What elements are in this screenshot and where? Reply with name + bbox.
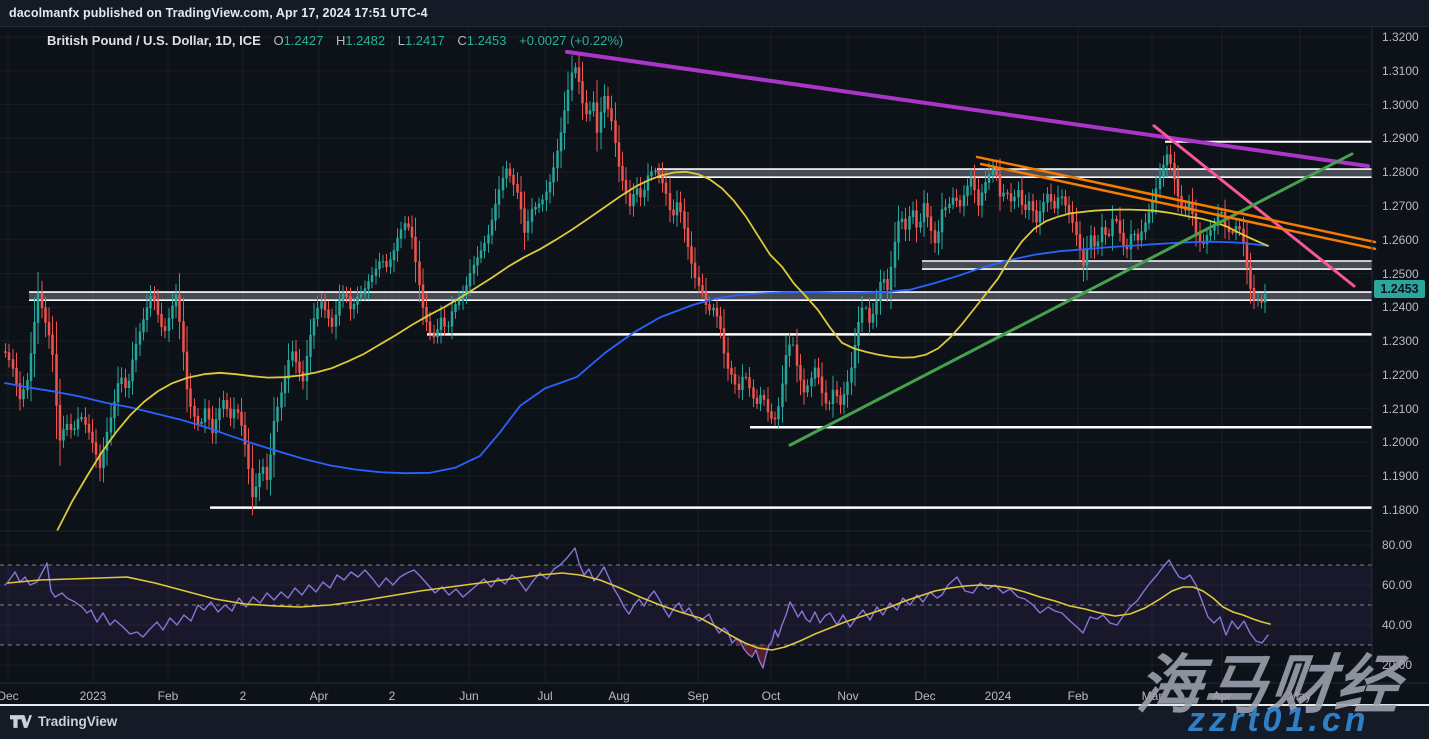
change-value: +0.0027 (+0.22%) [519, 33, 624, 48]
time-tick-label: Jun [459, 689, 479, 703]
time-tick-label: Dec [0, 689, 19, 703]
high-label: H [335, 33, 346, 48]
zone-1.2525[interactable] [922, 260, 1372, 270]
orange-downtrend-upper[interactable] [975, 155, 1377, 244]
open-value: 1.2427 [283, 33, 324, 48]
watermark-url: zzrt01.cn [1188, 701, 1370, 739]
zone-1.2800[interactable] [657, 169, 1372, 178]
price-tick-label: 1.1800 [1382, 503, 1419, 517]
price-tick-label: 1.2200 [1382, 367, 1419, 382]
price-tick-label: 1.2700 [1382, 198, 1419, 213]
price-tick-label: 1.3000 [1382, 97, 1419, 112]
price-tick-label: 1.2600 [1382, 232, 1419, 247]
publisher-bar: dacolmanfx published on TradingView.com,… [0, 0, 1429, 27]
price-tick-label: 1.2300 [1382, 334, 1419, 349]
price-tick-label: 1.2100 [1382, 401, 1419, 416]
rsi-oversold-fill [736, 639, 773, 668]
low-value: 1.2417 [404, 33, 445, 48]
open-label: O [273, 33, 284, 48]
time-tick-label: Apr [309, 689, 329, 703]
close-value: 1.2453 [466, 33, 507, 48]
time-tick-label: May [1288, 689, 1312, 703]
green-uptrend[interactable] [788, 152, 1354, 447]
zone-1.2435[interactable] [29, 292, 1372, 301]
time-tick-label: Nov [837, 689, 859, 703]
symbol-title: British Pound / U.S. Dollar, 1D, ICE [47, 33, 261, 48]
price-tick-label: 1.2400 [1382, 300, 1419, 315]
time-tick-label: Oct [761, 689, 781, 703]
rsi-tick-label: 60.00 [1382, 578, 1413, 592]
orange-downtrend-lower[interactable] [979, 162, 1377, 251]
close-label: C [457, 33, 467, 48]
rsi-tick-label: 80.00 [1382, 538, 1413, 552]
time-tick-label: Feb [1067, 689, 1089, 703]
time-tick-label: Jul [537, 689, 553, 703]
price-tick-label: 1.2800 [1382, 165, 1419, 180]
time-tick-label: Dec [914, 689, 936, 703]
time-tick-label: 2023 [79, 689, 107, 703]
publisher-title: dacolmanfx published on TradingView.com,… [9, 6, 428, 20]
purple-major-downtrend[interactable] [565, 49, 1370, 169]
time-tick-label: Mar [1141, 689, 1163, 703]
time-tick-label: Sep [687, 689, 709, 703]
price-tick-label: 1.2900 [1382, 131, 1419, 146]
footer-separator [0, 704, 1429, 706]
price-tick-label: 1.2000 [1382, 435, 1419, 450]
rsi-tick-label: 40.00 [1382, 618, 1413, 632]
candle-bodies-down [4, 67, 1263, 498]
time-tick-label: 2024 [984, 689, 1012, 703]
low-label: L [397, 33, 405, 48]
rsi-tick-label: 20.00 [1382, 658, 1413, 672]
tradingview-brand[interactable]: TradingView [10, 714, 117, 729]
rsi-line[interactable] [4, 547, 1269, 669]
time-tick-label: Feb [157, 689, 179, 703]
time-tick-label: 2 [388, 689, 396, 703]
chart-legend[interactable]: British Pound / U.S. Dollar, 1D, ICE O1.… [47, 33, 623, 48]
high-value: 1.2482 [345, 33, 386, 48]
tradingview-logo-icon [10, 715, 32, 728]
candle-bodies-up [22, 67, 1267, 498]
rsi-smoothing-ma[interactable] [7, 572, 1271, 651]
price-tick-label: 1.2500 [1382, 266, 1419, 281]
current-price-label: 1.2453 [1374, 280, 1425, 299]
time-tick-label: Aug [608, 689, 630, 703]
rsi-band [0, 565, 1372, 645]
price-tick-label: 1.3100 [1382, 63, 1419, 78]
time-tick-label: Apr [1212, 689, 1232, 703]
blue-moving-average[interactable] [4, 240, 1269, 475]
tradingview-brand-text: TradingView [38, 714, 118, 729]
time-tick-label: 2 [239, 689, 247, 703]
footer-bar: TradingView [0, 706, 1429, 739]
price-tick-label: 1.3200 [1382, 30, 1419, 44]
yellow-moving-average[interactable] [56, 170, 1269, 533]
price-tick-label: 1.1900 [1382, 469, 1419, 484]
